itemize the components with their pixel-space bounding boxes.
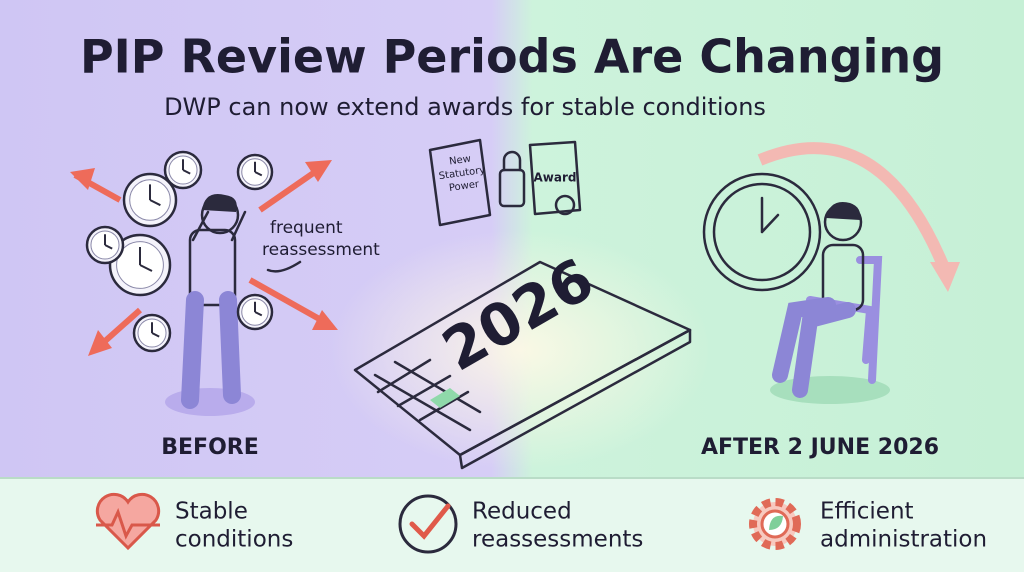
benefit-text: conditions [175, 527, 293, 553]
clock-hands [139, 247, 153, 272]
benefit-strip [0, 478, 1024, 572]
clock-hands [149, 184, 161, 207]
title: PIP Review Periods Are Changing [80, 30, 944, 84]
before-illustration: frequent reassessment BEFORE [70, 150, 380, 460]
after-label: AFTER 2 JUNE 2026 [701, 435, 939, 460]
scroll-text: New [449, 154, 472, 168]
calendar: 2026 [330, 230, 710, 470]
benefit-text: Stable [175, 499, 248, 525]
certificate-text: Award [534, 171, 577, 185]
after-illustration: AFTER 2 JUNE 2026 [701, 142, 960, 460]
clock-hands [182, 159, 191, 175]
clock-hands [151, 322, 160, 338]
benefit-text: administration [820, 527, 987, 553]
benefit-text: Reduced [472, 499, 572, 525]
subtitle: DWP can now extend awards for stable con… [164, 93, 766, 121]
benefit-icons [95, 492, 801, 554]
benefit-text: reassessments [472, 527, 643, 553]
annotation: reassessment [262, 240, 380, 260]
scroll-text: Power [448, 179, 480, 194]
clock-hands [254, 301, 263, 317]
clock-hands [104, 234, 113, 250]
clock-hands [254, 161, 263, 177]
before-label: BEFORE [161, 435, 259, 460]
annotation: frequent [270, 218, 343, 238]
benefit-text: Efficient [820, 499, 914, 525]
